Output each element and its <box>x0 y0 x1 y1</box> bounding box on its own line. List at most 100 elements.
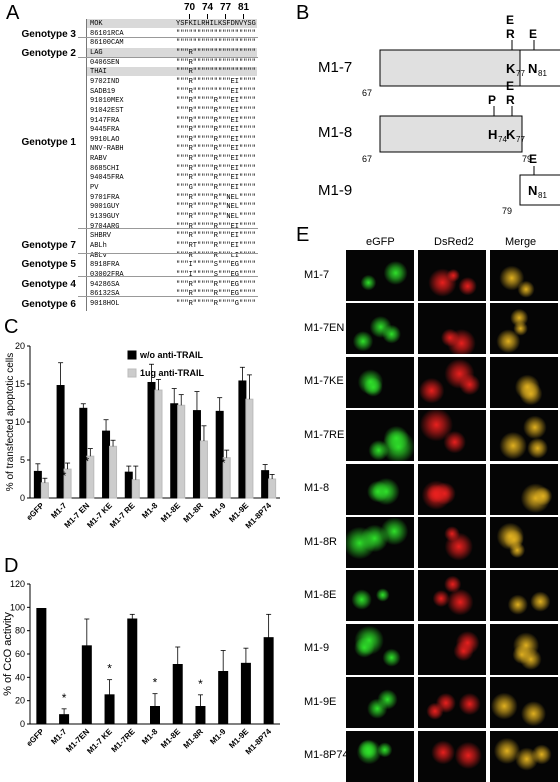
m1-9-start: 79 <box>502 206 512 216</box>
y-tick-label: 120 <box>10 579 25 589</box>
genotype-separator <box>78 37 258 38</box>
strain-name: 9445FRA <box>90 126 120 135</box>
strain-name: 91042EST <box>90 106 124 115</box>
sequence: """I"""""S"""EG"""" <box>176 270 256 279</box>
y-tick-label: 20 <box>15 696 25 706</box>
genotype-label: Genotype 7 <box>21 240 76 251</box>
position-tick <box>207 14 208 20</box>
sequence: """R"""""R"""EI"""" <box>176 222 256 231</box>
sequence: """R"""""R"""EI"""" <box>176 174 256 183</box>
row-label: M1-8E <box>304 588 337 601</box>
cco-activity-bar-chart: 0 20 40 60 80 100 120 % of CcO activity eGFP * M1-… <box>2 579 280 757</box>
panel-label-e: E <box>296 224 310 246</box>
sequence: """R"""""R"""EI"""" <box>176 106 256 115</box>
category-label: M1-8 <box>140 727 160 747</box>
sequence: """R"""""R""NEL"""" <box>176 213 256 221</box>
m1-8-box <box>379 115 523 153</box>
sequence: """R"""""""""EI"""" <box>176 77 256 86</box>
sequence: """I"""""S"""EG"""" <box>176 261 256 270</box>
genotype-separator <box>78 296 258 297</box>
sequence: """R"""""R"""EI"""" <box>176 155 256 164</box>
category-label: M1-9 <box>208 727 228 747</box>
merge-image <box>490 356 558 408</box>
position-label: 70 <box>184 2 196 13</box>
m1-9-box <box>519 174 560 206</box>
bar <box>245 398 254 499</box>
sequence: """R"""""R"""EI"""" <box>176 164 256 173</box>
bar <box>218 671 229 725</box>
sequence: """R"""""R""NEL"""" <box>176 193 256 202</box>
sequence: """R"""""R""""G"""" <box>176 299 256 308</box>
construct-label-m1-8: M1-8 <box>318 124 352 141</box>
legend-swatch <box>127 350 137 360</box>
panel-label-c: C <box>4 316 19 338</box>
m1-7-n: N <box>528 61 537 76</box>
position-tick <box>243 14 244 20</box>
bar <box>154 389 163 499</box>
column-label-egfp: eGFP <box>366 236 395 248</box>
sequence: """R""""""""""""""" <box>176 58 256 67</box>
m1-8-mut-r: R <box>506 93 515 107</box>
category-label: M1-7 KE <box>85 727 114 756</box>
genotype-label: Genotype 4 <box>21 279 76 290</box>
bar <box>170 403 179 499</box>
bar <box>102 430 111 499</box>
genotype-separator <box>78 276 258 277</box>
y-tick-label: 60 <box>15 649 25 659</box>
sequence: """R"""""""""EI"""" <box>176 87 256 96</box>
bar <box>127 618 138 725</box>
bar <box>109 445 118 499</box>
bar <box>104 694 115 725</box>
y-tick-label: 20 <box>15 341 25 351</box>
bar <box>240 662 251 725</box>
m1-8-k: K <box>506 127 516 142</box>
legend-swatch <box>127 368 137 378</box>
genotype-separator <box>78 228 258 229</box>
strain-name: SHBRV <box>90 232 112 241</box>
genotype-separator <box>78 57 258 58</box>
dsred2-image <box>418 517 486 568</box>
strain-name: 8685CHI <box>90 164 120 173</box>
bar <box>199 440 208 499</box>
m1-9-n-pos: 81 <box>538 191 547 200</box>
bar <box>238 380 247 499</box>
strain-name: 9147FRA <box>90 116 120 125</box>
egfp-image <box>346 356 414 408</box>
dsred2-image <box>418 677 486 729</box>
m1-7-mut-e2: E <box>529 27 537 41</box>
panel-label-a: A <box>6 2 20 24</box>
strain-name: THAI <box>90 68 107 77</box>
row-label: M1-7EN <box>304 321 345 334</box>
category-label: M1-7 <box>49 727 69 747</box>
alignment-highlight <box>87 67 257 77</box>
merge-image <box>490 570 558 622</box>
apoptosis-bar-chart: 0 5 10 15 20 % of transfected apoptotic cells… <box>5 341 280 530</box>
category-label: M1-8P74 <box>244 727 274 757</box>
y-tick-label: 100 <box>10 602 25 612</box>
sequence: """RT""""R"""EI"""" <box>176 241 256 250</box>
panel-label-d: D <box>4 555 19 577</box>
genotype-label: Genotype 3 <box>21 29 76 40</box>
position-tick <box>189 14 190 20</box>
construct-label-m1-7: M1-7 <box>318 59 352 76</box>
genotype-label: Genotype 2 <box>21 48 76 59</box>
bar <box>192 410 201 499</box>
column-label-merge: Merge <box>505 236 537 248</box>
m1-8-end: 79 <box>522 154 532 164</box>
merge-image <box>490 250 558 301</box>
panel-label-b: B <box>296 2 310 24</box>
column-label-dsred2: DsRed2 <box>434 236 474 248</box>
category-label: M1-8E <box>159 501 182 524</box>
y-tick-label: 15 <box>15 379 25 389</box>
dsred2-image <box>418 410 486 462</box>
bar <box>79 407 88 499</box>
m1-7-k: K <box>506 61 516 76</box>
m1-9-n: N <box>528 183 537 198</box>
bar <box>124 471 133 499</box>
bar <box>177 404 186 499</box>
egfp-image <box>346 677 414 729</box>
strain-name: LAG <box>90 48 103 57</box>
bar <box>150 706 160 725</box>
strain-name: 0406SEN <box>90 58 120 67</box>
significance-star: * <box>107 662 112 676</box>
